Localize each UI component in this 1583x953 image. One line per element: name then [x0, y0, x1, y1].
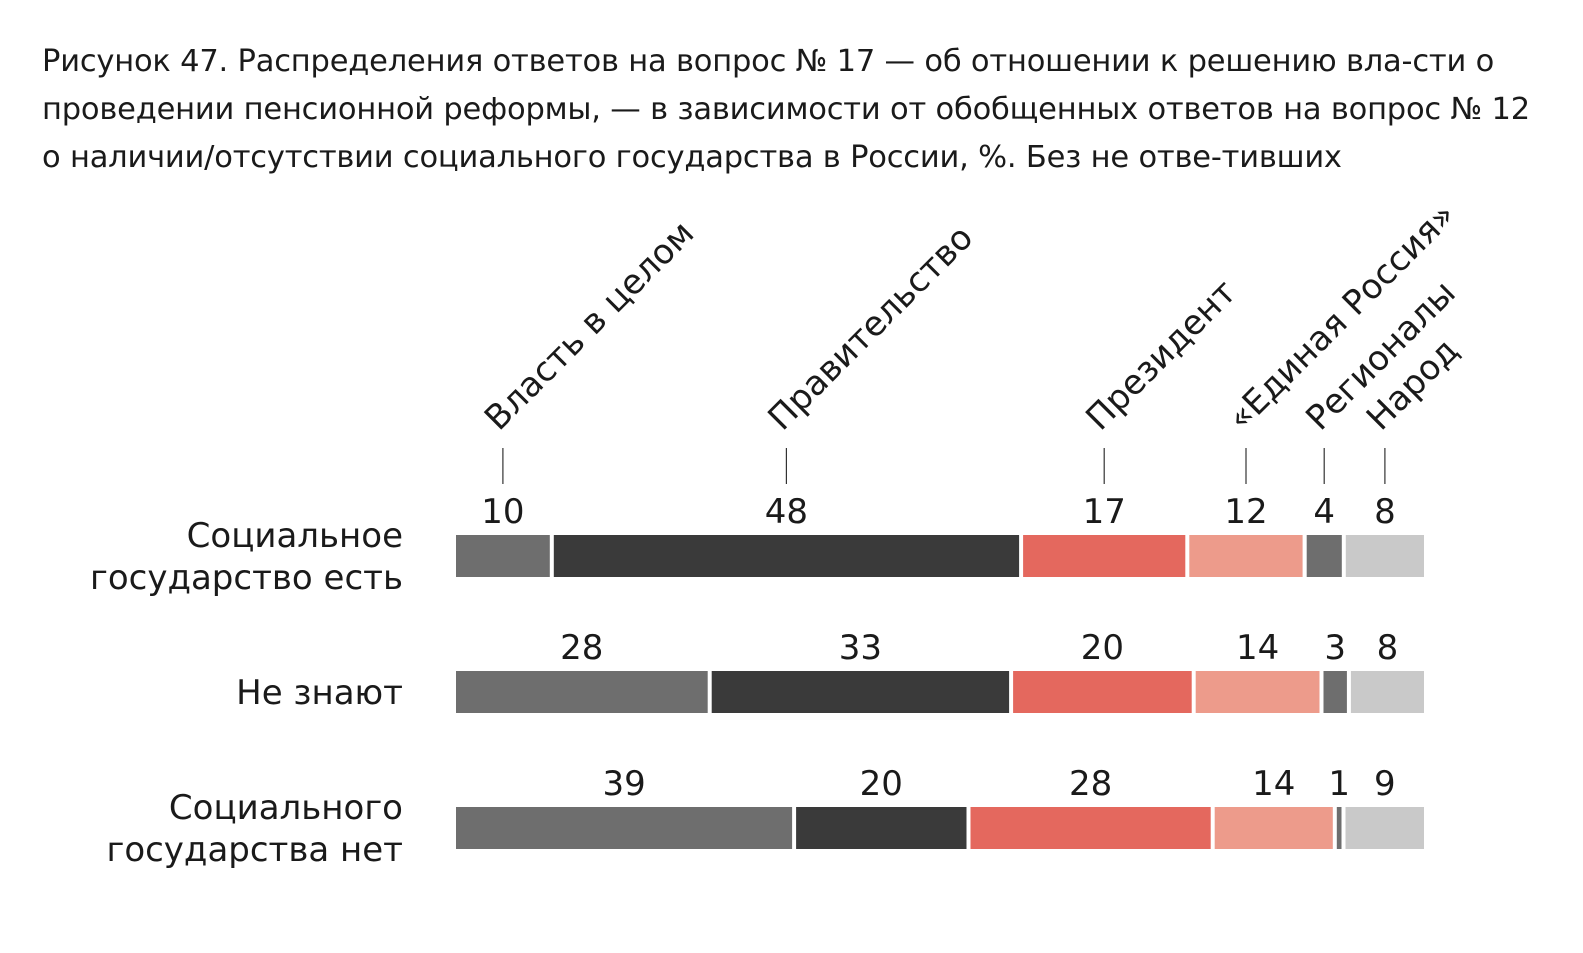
data-label: 48 — [765, 492, 808, 532]
bar-segment — [711, 671, 1010, 713]
bar-segment — [1214, 807, 1333, 849]
data-label: 12 — [1224, 492, 1267, 532]
chart-title: Рисунок 47. Распределения ответов на воп… — [42, 44, 1530, 175]
bar-segment — [1345, 807, 1424, 849]
data-label: 28 — [1069, 764, 1112, 804]
data-label: 4 — [1313, 492, 1335, 532]
data-label: 33 — [839, 628, 882, 668]
series-labels: Власть в целом Правительство Президент«Еди… — [477, 195, 1467, 484]
data-label: 8 — [1374, 492, 1396, 532]
category-label: Социального государства нет — [106, 788, 403, 870]
bar-segment — [553, 535, 1020, 577]
data-label: 9 — [1374, 764, 1396, 804]
data-label: 3 — [1324, 628, 1346, 668]
bar-segment — [1306, 535, 1342, 577]
data-label: 14 — [1252, 764, 1295, 804]
bar-segment — [1195, 671, 1320, 713]
data-label: 20 — [1081, 628, 1124, 668]
category-label: Не знают — [236, 673, 403, 713]
bar-segment — [456, 535, 550, 577]
category-label-line: Социального — [169, 788, 403, 828]
bar-segment — [1013, 671, 1192, 713]
row-labels: Социальное государство есть Не знают Социал… — [90, 516, 403, 870]
data-label: 10 — [481, 492, 524, 532]
category-label-line: Не знают — [236, 673, 403, 713]
bar-segment — [1336, 807, 1342, 849]
data-label: 39 — [602, 764, 645, 804]
bars: 10 48 17 12 4 828 33 20 14 3 839 20 28 14 1 9 — [456, 492, 1424, 849]
bar-segment — [456, 671, 708, 713]
bar-segment — [1023, 535, 1186, 577]
legend-item: Президент — [1078, 272, 1244, 438]
category-label-line: Социальное — [187, 516, 403, 556]
data-label: 14 — [1236, 628, 1279, 668]
bar-segment — [796, 807, 967, 849]
bar-segment — [1323, 671, 1347, 713]
bar-segment — [1345, 535, 1424, 577]
legend-item: Власть в целом — [477, 213, 702, 438]
category-label: Социальное государство есть — [90, 516, 403, 598]
category-label-line: государства нет — [106, 830, 403, 870]
data-label: 17 — [1083, 492, 1126, 532]
bar-segment — [1189, 535, 1303, 577]
data-label: 20 — [860, 764, 903, 804]
legend-item: Правительство — [760, 218, 981, 439]
data-label: 1 — [1328, 764, 1350, 804]
bar-segment — [970, 807, 1211, 849]
data-label: 28 — [560, 628, 603, 668]
data-label: 8 — [1377, 628, 1399, 668]
category-label-line: государство есть — [90, 558, 403, 598]
bar-segment — [1350, 671, 1424, 713]
bar-segment — [456, 807, 793, 849]
